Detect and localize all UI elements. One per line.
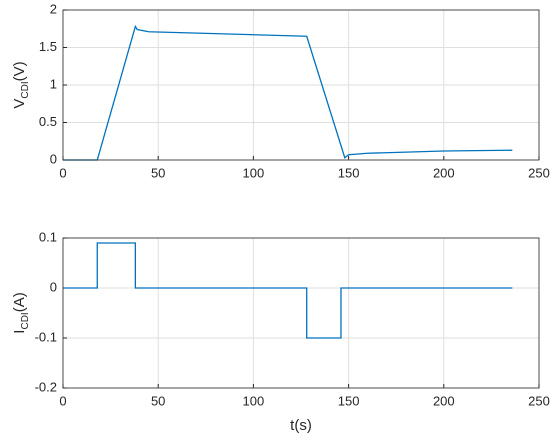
x-tick-label: 150 [338,165,360,180]
x-tick-label: 200 [433,393,455,408]
x-tick-label: 50 [151,393,165,408]
x-tick-label: 100 [243,165,265,180]
x-tick-label: 200 [433,165,455,180]
axes-box [62,9,540,161]
y-label-sub: CDI [20,81,31,98]
axes-box [62,237,540,389]
x-axis-label: t(s) [290,417,312,434]
plot-area [63,238,539,388]
data-line [63,242,513,339]
y-tick-label: 1 [50,76,57,91]
y-tick-label: 0.5 [39,114,57,129]
y-label-unit: (V) [11,61,28,81]
x-tick-label: 150 [338,393,360,408]
y-tick-label: 0 [50,279,57,294]
x-tick-label: 0 [59,165,66,180]
y-tick-label: 1.5 [39,39,57,54]
y-tick-label: 0 [50,151,57,166]
y-tick-label: 0.1 [39,229,57,244]
y-axis-label: ICDI(A) [11,292,31,333]
x-tick-label: 250 [528,393,550,408]
x-tick-label: 0 [59,393,66,408]
data-line [63,24,513,161]
y-label-unit: (A) [11,292,28,312]
y-tick-label: -0.2 [35,379,57,394]
y-axis-label: VCDI(V) [11,61,31,108]
y-label-main: V [11,99,28,109]
x-tick-label: 50 [151,165,165,180]
y-label-sub: CDI [20,312,31,329]
x-tick-label: 100 [243,393,265,408]
x-tick-label: 250 [528,165,550,180]
y-label-main: I [11,330,28,334]
y-tick-label: -0.1 [35,329,57,344]
y-tick-label: 2 [50,1,57,16]
